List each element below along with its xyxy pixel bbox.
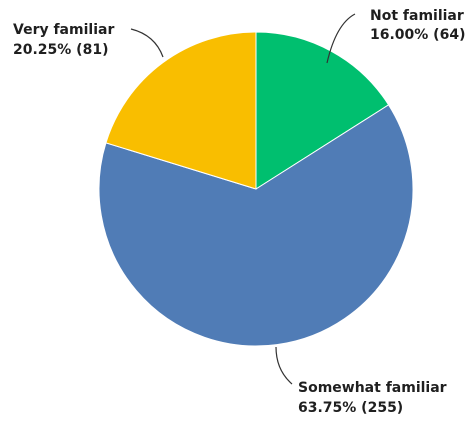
slice-not-familiar [255, 31, 390, 190]
value-not-familiar: 16.00% (64) [370, 27, 465, 43]
leader-very-familiar [130, 28, 164, 58]
slices-group [98, 31, 414, 347]
value-somewhat-familiar: 63.75% (255) [298, 400, 403, 416]
label-somewhat-familiar: Somewhat familiar [298, 380, 447, 396]
leader-not-familiar [326, 13, 356, 64]
label-not-familiar: Not familiar [370, 8, 464, 24]
value-very-familiar: 20.25% (81) [13, 42, 108, 58]
slice-very-familiar [105, 31, 257, 190]
label-very-familiar: Very familiar [13, 22, 114, 38]
leader-lines [130, 13, 356, 385]
leader-somewhat-familiar [275, 346, 293, 385]
